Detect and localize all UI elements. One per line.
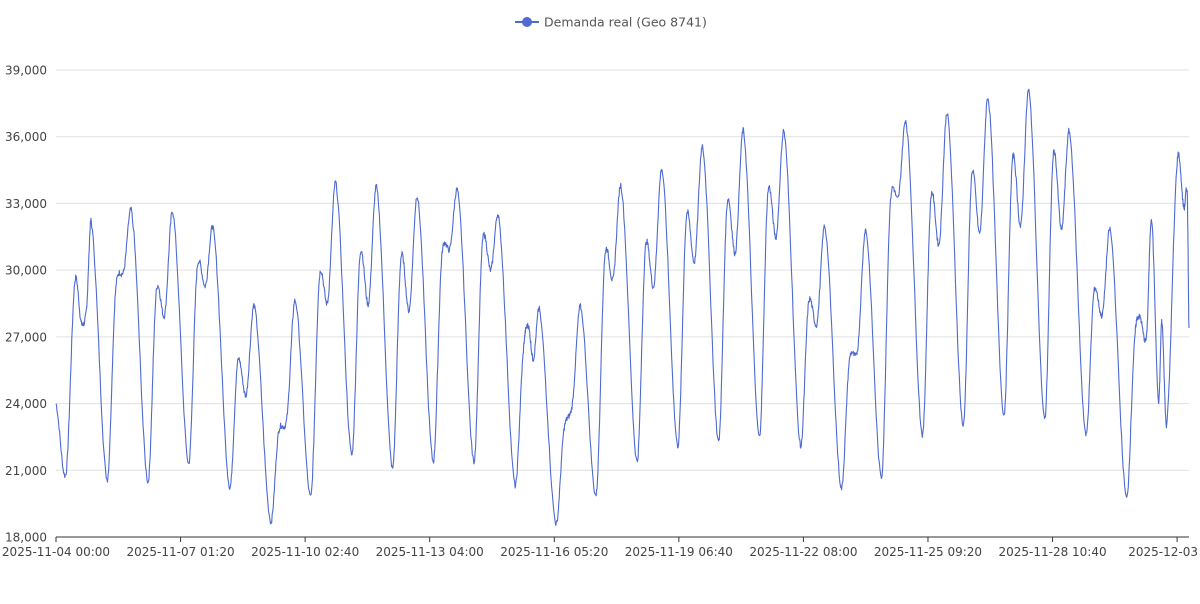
y-tick-label: 30,000: [5, 264, 47, 278]
legend-marker-swatch: [522, 17, 532, 27]
x-tick-label: 2025-12-03: [1128, 545, 1198, 559]
gridlines: [56, 69, 1189, 471]
x-tick-label: 2025-11-10 02:40: [251, 545, 359, 559]
series-layer: [55, 88, 1190, 526]
legend[interactable]: Demanda real (Geo 8741): [515, 15, 707, 30]
x-tick-label: 2025-11-22 08:00: [749, 545, 857, 559]
y-tick-label: 24,000: [5, 397, 47, 411]
y-axis: 18,000 21,000 24,000 27,000 30,000 33,000 36,0…: [5, 64, 47, 545]
y-tick-label: 39,000: [5, 64, 47, 78]
y-tick-label: 27,000: [5, 330, 47, 344]
x-tick-label: 2025-11-16 05:20: [500, 545, 608, 559]
x-axis: 2025-11-04 00:00 2025-11-07 01:20 2025-11-…: [2, 536, 1198, 559]
y-tick-label: 18,000: [5, 531, 47, 545]
x-tick-label: 2025-11-19 06:40: [625, 545, 733, 559]
x-tick-label: 2025-11-07 01:20: [126, 545, 234, 559]
legend-label: Demanda real (Geo 8741): [544, 15, 707, 30]
x-tick-label: 2025-11-28 10:40: [998, 545, 1106, 559]
y-tick-label: 21,000: [5, 464, 47, 478]
x-tick-label: 2025-11-04 00:00: [2, 545, 110, 559]
series-line-demanda-real[interactable]: [55, 88, 1190, 526]
x-tick-label: 2025-11-13 04:00: [376, 545, 484, 559]
y-tick-label: 33,000: [5, 197, 47, 211]
x-tick-label: 2025-11-25 09:20: [874, 545, 982, 559]
y-tick-label: 36,000: [5, 130, 47, 144]
